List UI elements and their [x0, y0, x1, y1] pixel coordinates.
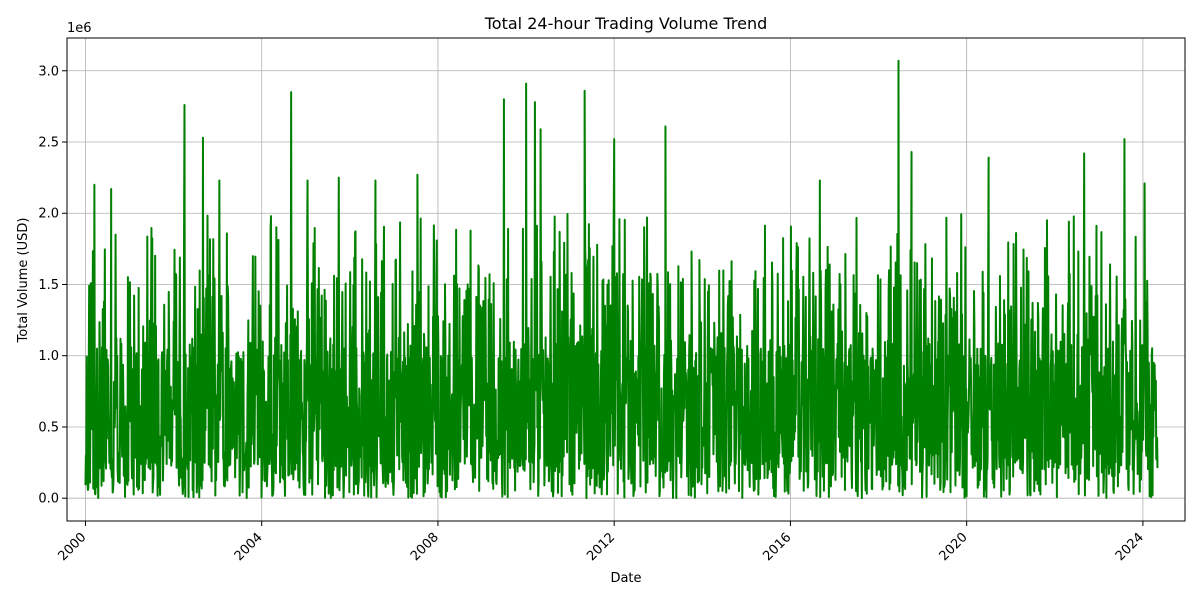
x-tick-label: 2012	[584, 530, 618, 564]
x-tick-label: 2004	[232, 530, 266, 564]
y-axis-label: Total Volume (USD)	[16, 218, 31, 344]
x-axis: 2000 2004 2008 2012 2016 2020 2024	[55, 521, 1147, 564]
y-tick-label: 2.5	[38, 136, 59, 151]
x-tick-label: 2020	[937, 530, 971, 564]
x-tick-label: 2000	[55, 530, 89, 564]
x-tick-label: 2024	[1113, 530, 1147, 564]
y-tick-label: 2.0	[38, 207, 59, 222]
plot-frame	[66, 37, 1186, 522]
y-tick-label: 3.0	[38, 64, 59, 79]
y-tick-label: 1.0	[38, 349, 59, 364]
chart-title: Total 24-hour Trading Volume Trend	[484, 14, 768, 33]
y-tick-label: 0.5	[38, 420, 59, 435]
x-axis-label: Date	[610, 571, 641, 586]
y-offset-label: 1e6	[67, 21, 92, 36]
y-tick-label: 1.5	[38, 278, 59, 293]
x-tick-label: 2008	[408, 530, 442, 564]
x-tick-label: 2016	[760, 530, 794, 564]
y-axis: 0.0 0.5 1.0 1.5 2.0 2.5 3.0	[38, 64, 67, 507]
y-tick-label: 0.0	[38, 492, 59, 507]
series-volume	[84, 59, 1159, 500]
series-line	[84, 59, 1159, 500]
